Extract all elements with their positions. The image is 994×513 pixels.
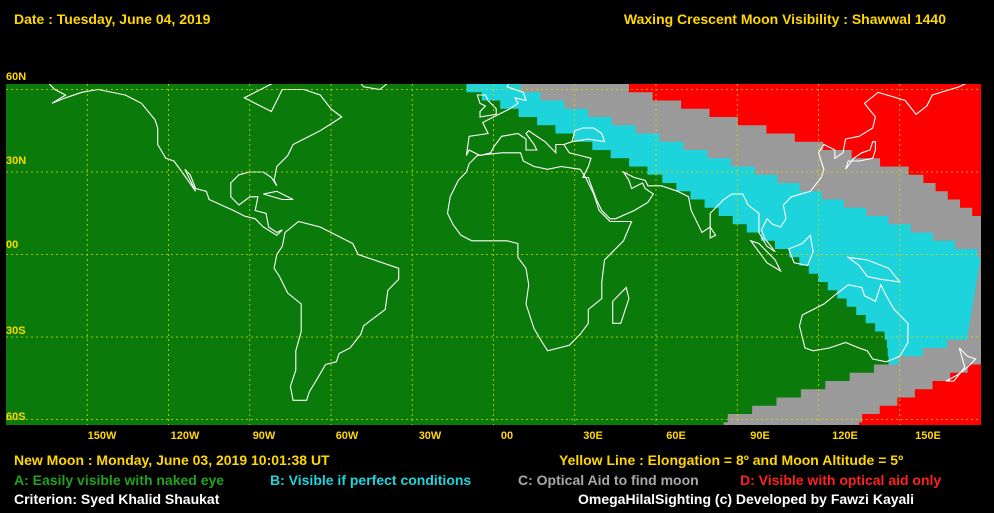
zone-d-area <box>628 84 981 425</box>
lat-label-equator: 00 <box>6 239 19 251</box>
uk-coast <box>476 94 497 118</box>
lon-label-60w: 60W <box>335 430 359 442</box>
lon-label-90w: 90W <box>252 430 276 442</box>
lon-label-30e: 30E <box>583 430 603 442</box>
lon-label-60e: 60E <box>666 430 686 442</box>
australia-coast <box>798 283 909 363</box>
lon-label-30w: 30W <box>418 430 442 442</box>
lat-label-60s: 60S <box>6 411 26 423</box>
legend-zone-d: D: Visible with optical aid only <box>740 472 942 488</box>
date-label: Date : Tuesday, June 04, 2019 <box>14 11 211 27</box>
new-moon-label: New Moon : Monday, June 03, 2019 10:01:3… <box>14 452 330 468</box>
coastlines <box>48 84 977 401</box>
map-grid <box>6 84 981 425</box>
credit-label: OmegaHilalSighting (c) Developed by Fawz… <box>578 491 915 507</box>
south-america-coast <box>273 220 400 401</box>
lon-label-00: 00 <box>500 430 514 442</box>
visibility-map <box>6 84 981 425</box>
lon-label-120w: 120W <box>170 430 200 442</box>
lon-label-120e: 120E <box>832 430 858 442</box>
japan-coast <box>845 141 876 170</box>
yellow-line-label: Yellow Line : Elongation = 8º and Moon A… <box>559 452 904 468</box>
africa-coast <box>446 152 633 352</box>
lat-label-60n: 60N <box>6 71 27 83</box>
lon-label-90e: 90E <box>750 430 770 442</box>
lat-label-30s: 30S <box>6 325 26 337</box>
new-zealand-coast <box>945 347 977 382</box>
sumatra-coast <box>749 239 782 273</box>
madagascar-coast <box>612 286 630 324</box>
new-guinea-coast <box>846 256 902 283</box>
legend-zone-b: B: Visible if perfect conditions <box>270 472 472 488</box>
lon-label-150w: 150W <box>87 430 117 442</box>
north-america-coast <box>48 84 343 236</box>
map-title: Waxing Crescent Moon Visibility : Shawwa… <box>623 11 946 27</box>
borneo-coast <box>787 234 814 267</box>
sri-lanka-coast <box>709 225 717 239</box>
cuba-coast <box>263 190 294 201</box>
legend-zone-c: C: Optical Aid to find moon <box>518 472 699 488</box>
eurasia-coast <box>465 84 967 253</box>
lon-label-150e: 150E <box>915 430 941 442</box>
legend-zone-a: A: Easily visible with naked eye <box>14 472 225 488</box>
zone-c-area <box>520 84 981 425</box>
criterion-label: Criterion: Syed Khalid Shaukat <box>14 491 220 507</box>
lat-label-30n: 30N <box>6 155 27 167</box>
